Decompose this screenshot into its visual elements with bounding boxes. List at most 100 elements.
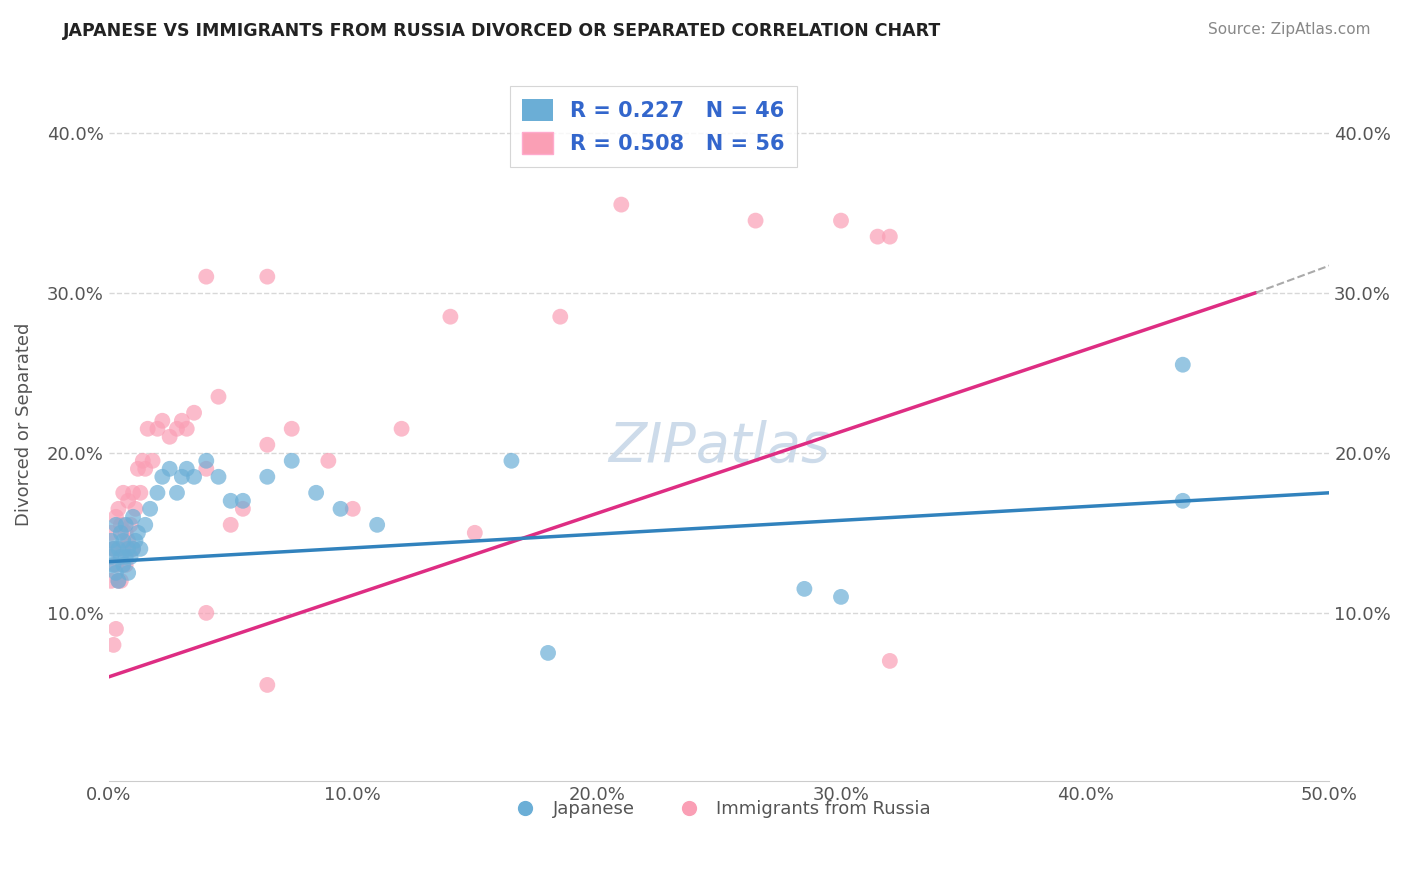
Point xyxy=(122,541,145,556)
Point xyxy=(124,533,146,548)
Point xyxy=(256,438,278,452)
Point xyxy=(104,517,127,532)
Point xyxy=(537,646,560,660)
Point xyxy=(159,430,181,444)
Point xyxy=(439,310,461,324)
Point xyxy=(146,485,169,500)
Point xyxy=(117,533,139,548)
Legend: Japanese, Immigrants from Russia: Japanese, Immigrants from Russia xyxy=(501,793,938,825)
Point xyxy=(107,574,129,588)
Point xyxy=(117,566,139,580)
Point xyxy=(124,501,146,516)
Point xyxy=(110,517,132,532)
Point xyxy=(744,213,766,227)
Point xyxy=(127,525,149,540)
Point xyxy=(110,525,132,540)
Point xyxy=(114,517,136,532)
Point xyxy=(100,549,122,564)
Point xyxy=(793,582,815,596)
Point xyxy=(305,485,328,500)
Point xyxy=(866,229,889,244)
Point xyxy=(112,485,135,500)
Point xyxy=(830,590,852,604)
Point xyxy=(195,606,218,620)
Point xyxy=(207,470,229,484)
Point xyxy=(110,549,132,564)
Point xyxy=(117,541,139,556)
Point xyxy=(166,422,188,436)
Point xyxy=(342,501,364,516)
Point xyxy=(134,462,156,476)
Point xyxy=(879,654,901,668)
Point xyxy=(256,470,278,484)
Point xyxy=(464,525,486,540)
Point xyxy=(132,454,155,468)
Point xyxy=(1171,493,1194,508)
Point xyxy=(501,454,523,468)
Point xyxy=(207,390,229,404)
Y-axis label: Divorced or Separated: Divorced or Separated xyxy=(15,323,32,526)
Point xyxy=(176,462,198,476)
Point xyxy=(104,566,127,580)
Point xyxy=(195,269,218,284)
Point xyxy=(366,517,388,532)
Point xyxy=(136,422,159,436)
Point xyxy=(107,541,129,556)
Point xyxy=(146,422,169,436)
Point xyxy=(142,454,165,468)
Point xyxy=(112,541,135,556)
Point xyxy=(318,454,340,468)
Point xyxy=(103,638,125,652)
Point xyxy=(104,509,127,524)
Point xyxy=(176,422,198,436)
Point xyxy=(195,454,218,468)
Point xyxy=(107,501,129,516)
Point xyxy=(120,549,142,564)
Point xyxy=(219,517,242,532)
Point xyxy=(114,525,136,540)
Point xyxy=(548,310,571,324)
Point xyxy=(232,493,254,508)
Point xyxy=(139,501,162,516)
Point xyxy=(122,485,145,500)
Point xyxy=(117,493,139,508)
Point xyxy=(183,470,205,484)
Point xyxy=(150,470,173,484)
Point xyxy=(122,541,145,556)
Point xyxy=(879,229,901,244)
Point xyxy=(129,541,152,556)
Point xyxy=(103,541,125,556)
Point xyxy=(100,525,122,540)
Point xyxy=(830,213,852,227)
Point xyxy=(280,454,302,468)
Point xyxy=(122,509,145,524)
Point xyxy=(114,549,136,564)
Point xyxy=(120,517,142,532)
Point xyxy=(110,574,132,588)
Point xyxy=(150,414,173,428)
Point xyxy=(610,197,633,211)
Point xyxy=(195,462,218,476)
Text: Source: ZipAtlas.com: Source: ZipAtlas.com xyxy=(1208,22,1371,37)
Point xyxy=(256,678,278,692)
Text: ZIPatlas: ZIPatlas xyxy=(607,419,830,473)
Point xyxy=(100,533,122,548)
Point xyxy=(166,485,188,500)
Point xyxy=(114,558,136,572)
Point xyxy=(1171,358,1194,372)
Point xyxy=(104,558,127,572)
Point xyxy=(100,574,122,588)
Point xyxy=(256,269,278,284)
Point xyxy=(170,414,193,428)
Point xyxy=(183,406,205,420)
Point xyxy=(112,533,135,548)
Point xyxy=(170,470,193,484)
Point xyxy=(129,485,152,500)
Point xyxy=(280,422,302,436)
Point xyxy=(329,501,352,516)
Point xyxy=(107,574,129,588)
Point xyxy=(127,462,149,476)
Point xyxy=(104,622,127,636)
Point xyxy=(103,558,125,572)
Point xyxy=(112,558,135,572)
